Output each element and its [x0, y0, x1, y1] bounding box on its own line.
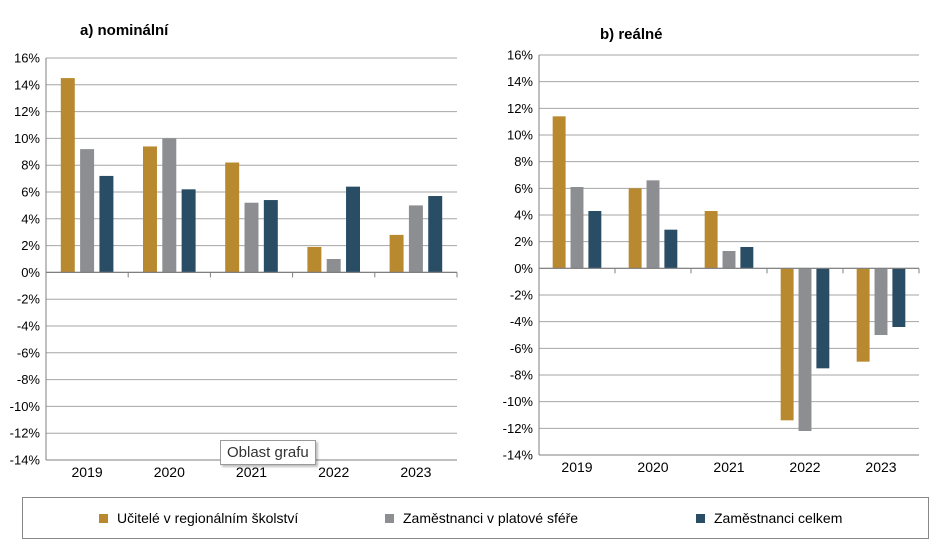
bar-nominal-all-employees-2023 — [428, 196, 443, 273]
bar-nominal-all-employees-2020 — [181, 189, 196, 273]
y-tick-label-real: 2% — [514, 234, 533, 249]
x-tick-label-nominal-2022: 2022 — [318, 464, 349, 480]
legend-label-public-sector: Zaměstnanci v platové sféře — [403, 510, 579, 526]
bar-real-teachers-2019 — [552, 116, 566, 269]
bar-real-teachers-2021 — [704, 211, 718, 269]
chart-panel-real: b) reálné -14% -12% -10% -8% -6% -4% -2% 0% 2% 4% 6… — [503, 26, 920, 475]
bar-real-teachers-2020 — [628, 188, 642, 269]
y-tick-label-nominal: 10% — [14, 131, 40, 146]
y-tick-label-nominal: -14% — [10, 453, 41, 468]
y-tick-label-real: 6% — [514, 181, 533, 196]
y-tick-label-nominal: -4% — [17, 319, 41, 334]
y-tick-label-real: -6% — [510, 341, 534, 356]
x-tick-label-nominal-2019: 2019 — [72, 464, 103, 480]
y-tick-label-nominal: 14% — [14, 77, 40, 92]
bar-real-public-sector-2019 — [570, 187, 584, 269]
bar-nominal-all-employees-2019 — [99, 175, 114, 273]
bar-real-all-employees-2023 — [892, 268, 906, 327]
y-tick-label-real: 16% — [507, 48, 533, 63]
bar-nominal-public-sector-2020 — [162, 138, 177, 273]
y-tick-label-nominal: 12% — [14, 104, 40, 119]
x-tick-label-nominal-2021: 2021 — [236, 464, 267, 480]
bar-nominal-all-employees-2022 — [346, 186, 361, 273]
bar-nominal-teachers-2023 — [389, 234, 404, 273]
bar-nominal-public-sector-2022 — [326, 259, 341, 273]
legend-label-all-employees: Zaměstnanci celkem — [714, 510, 843, 526]
y-tick-label-real: 14% — [507, 74, 533, 89]
bar-real-public-sector-2023 — [874, 268, 888, 335]
y-tick-label-nominal: -2% — [17, 292, 41, 307]
bar-nominal-public-sector-2023 — [408, 205, 423, 273]
y-tick-label-real: -10% — [503, 394, 534, 409]
chart-title-real: b) reálné — [600, 26, 663, 43]
bar-real-public-sector-2022 — [798, 268, 812, 431]
chart-panel-nominal: a) nominální -14% -12% -10% -8% -6% -4% -2% 0% 2%… — [10, 22, 458, 480]
y-tick-label-real: 8% — [514, 154, 533, 169]
bar-real-public-sector-2021 — [722, 251, 736, 269]
legend-item-public-sector: Zaměstnanci v platové sféře — [385, 510, 578, 526]
legend-item-teachers: Učitelé v regionálním školství — [99, 510, 298, 526]
bar-real-all-employees-2022 — [816, 268, 830, 369]
x-tick-label-nominal-2020: 2020 — [154, 464, 185, 480]
bar-real-teachers-2023 — [856, 268, 870, 362]
y-tick-label-real: 0% — [514, 261, 533, 276]
legend-swatch-all-employees — [696, 514, 705, 523]
legend-swatch-teachers — [99, 514, 108, 523]
x-tick-label-nominal-2023: 2023 — [400, 464, 431, 480]
y-tick-label-nominal: -12% — [10, 426, 41, 441]
y-tick-label-real: 12% — [507, 101, 533, 116]
chart-title-nominal: a) nominální — [80, 22, 169, 39]
y-tick-label-nominal: 8% — [21, 158, 40, 173]
y-tick-label-real: 10% — [507, 128, 533, 143]
y-tick-label-real: 4% — [514, 208, 533, 223]
legend: Učitelé v regionálním školství Zaměstnan… — [22, 497, 929, 539]
y-tick-label-real: -4% — [510, 314, 534, 329]
y-tick-label-nominal: -6% — [17, 345, 41, 360]
x-tick-label-real-2022: 2022 — [789, 459, 820, 475]
tooltip-chart-area: Oblast grafu — [220, 440, 316, 465]
bar-nominal-teachers-2022 — [307, 246, 322, 273]
bar-nominal-teachers-2021 — [225, 162, 240, 273]
y-tick-label-nominal: 6% — [21, 185, 40, 200]
bar-nominal-all-employees-2021 — [263, 200, 278, 273]
bar-nominal-public-sector-2019 — [80, 149, 95, 273]
bar-nominal-teachers-2020 — [142, 146, 157, 273]
bar-real-all-employees-2020 — [664, 229, 678, 269]
x-tick-label-real-2023: 2023 — [865, 459, 896, 475]
y-tick-label-nominal: 4% — [21, 211, 40, 226]
bar-real-teachers-2022 — [780, 268, 794, 421]
y-tick-label-nominal: 2% — [21, 238, 40, 253]
y-tick-label-real: -14% — [503, 448, 534, 463]
bar-nominal-public-sector-2021 — [244, 202, 259, 273]
bar-real-all-employees-2019 — [588, 211, 602, 269]
y-tick-label-real: -12% — [503, 421, 534, 436]
x-tick-label-real-2019: 2019 — [561, 459, 592, 475]
bar-real-public-sector-2020 — [646, 180, 660, 269]
y-tick-label-real: -8% — [510, 368, 534, 383]
y-tick-label-nominal: 0% — [21, 265, 40, 280]
legend-label-teachers: Učitelé v regionálním školství — [117, 510, 299, 526]
y-tick-label-nominal: 16% — [14, 51, 40, 66]
x-tick-label-real-2021: 2021 — [713, 459, 744, 475]
x-tick-label-real-2020: 2020 — [637, 459, 668, 475]
legend-item-all-employees: Zaměstnanci celkem — [696, 510, 842, 526]
y-tick-label-nominal: -10% — [10, 399, 41, 414]
bar-real-all-employees-2021 — [740, 247, 754, 269]
bar-nominal-teachers-2019 — [60, 78, 75, 273]
legend-swatch-public-sector — [385, 514, 394, 523]
y-tick-label-real: -2% — [510, 288, 534, 303]
y-tick-label-nominal: -8% — [17, 372, 41, 387]
